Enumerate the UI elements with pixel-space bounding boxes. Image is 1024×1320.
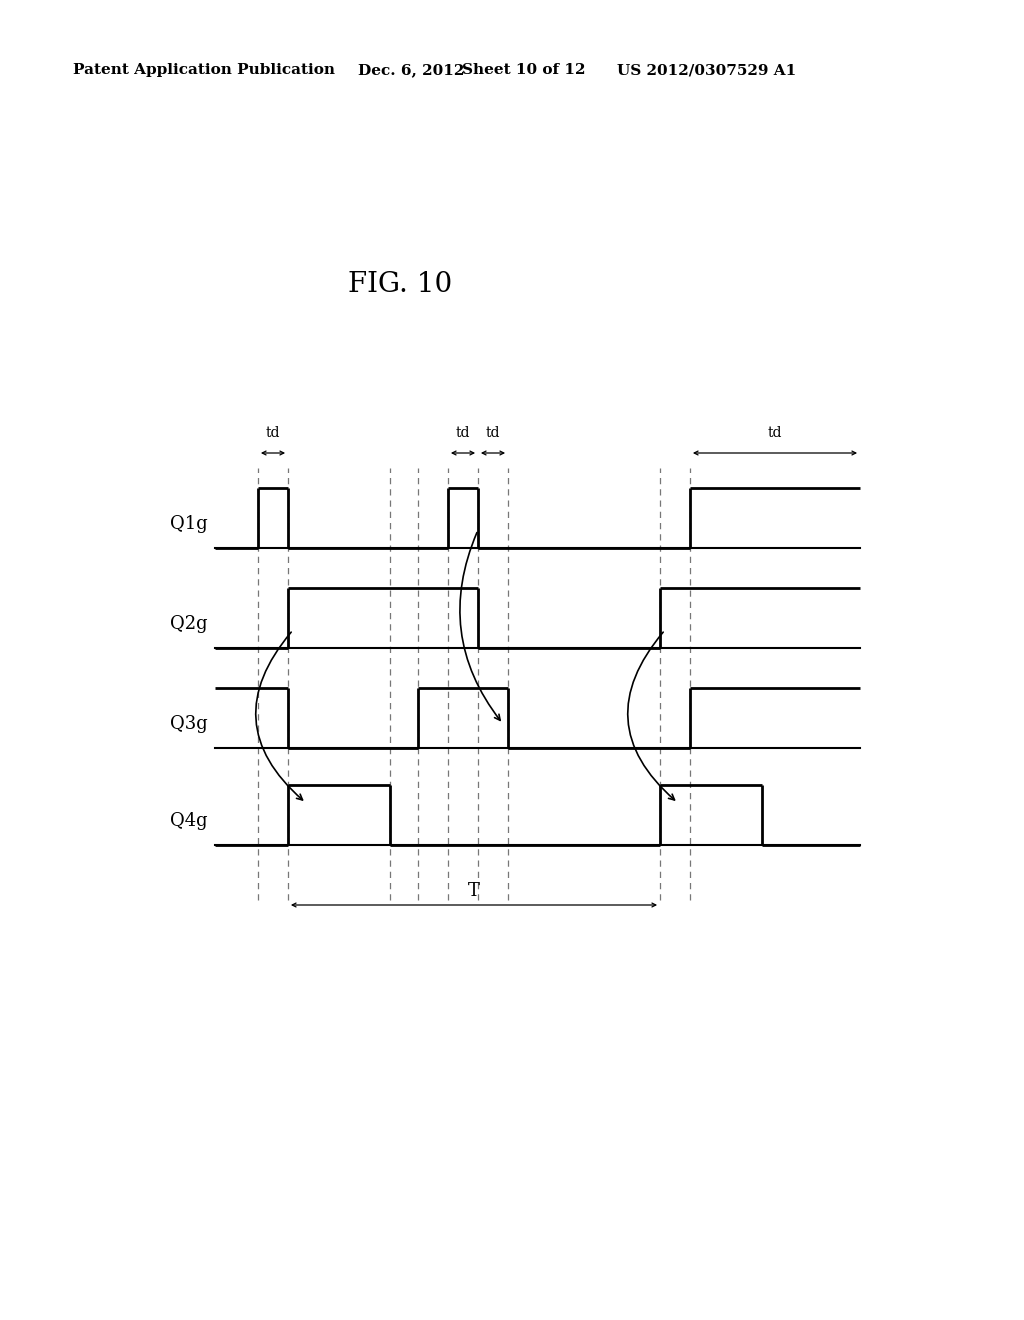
Text: Q2g: Q2g [170,615,208,634]
Text: Dec. 6, 2012: Dec. 6, 2012 [358,63,464,77]
Text: FIG. 10: FIG. 10 [348,272,453,298]
Text: Sheet 10 of 12: Sheet 10 of 12 [462,63,586,77]
Text: td: td [768,426,782,440]
Text: Patent Application Publication: Patent Application Publication [73,63,335,77]
Text: td: td [456,426,470,440]
Text: Q4g: Q4g [170,812,208,830]
Text: Q3g: Q3g [170,715,208,733]
Text: T: T [468,882,480,900]
Text: td: td [266,426,281,440]
Text: Q1g: Q1g [170,515,208,533]
Text: td: td [485,426,501,440]
Text: US 2012/0307529 A1: US 2012/0307529 A1 [617,63,797,77]
